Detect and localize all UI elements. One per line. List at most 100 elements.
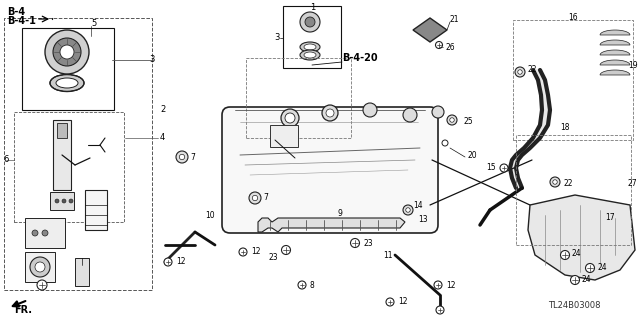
Circle shape bbox=[55, 199, 59, 203]
Polygon shape bbox=[541, 95, 550, 110]
Circle shape bbox=[434, 281, 442, 289]
Ellipse shape bbox=[304, 44, 316, 50]
Text: 3: 3 bbox=[275, 33, 280, 42]
Polygon shape bbox=[540, 110, 550, 125]
Text: 15: 15 bbox=[486, 164, 496, 173]
Text: 8: 8 bbox=[310, 280, 315, 290]
Text: 7: 7 bbox=[263, 194, 268, 203]
Text: 5: 5 bbox=[91, 19, 96, 28]
Text: 1: 1 bbox=[310, 4, 316, 12]
Text: 22: 22 bbox=[528, 65, 538, 75]
Circle shape bbox=[500, 164, 508, 172]
Circle shape bbox=[386, 298, 394, 306]
Bar bbox=[25, 218, 65, 248]
Text: 22: 22 bbox=[563, 179, 573, 188]
Bar bbox=[4, 18, 152, 290]
Bar bbox=[53, 120, 71, 190]
Text: 10: 10 bbox=[205, 211, 214, 219]
Text: 6: 6 bbox=[3, 155, 8, 165]
Circle shape bbox=[37, 280, 47, 290]
Bar bbox=[14, 112, 124, 222]
Text: 12: 12 bbox=[251, 248, 260, 256]
Ellipse shape bbox=[50, 75, 84, 92]
Circle shape bbox=[406, 208, 410, 212]
Circle shape bbox=[282, 246, 291, 255]
Text: 24: 24 bbox=[572, 249, 582, 257]
Bar bbox=[75, 258, 89, 286]
Bar bbox=[50, 192, 74, 210]
Polygon shape bbox=[510, 160, 518, 168]
Circle shape bbox=[252, 195, 258, 201]
Circle shape bbox=[351, 239, 360, 248]
Bar bbox=[283, 6, 341, 68]
Circle shape bbox=[45, 30, 89, 74]
Text: TL24B03008: TL24B03008 bbox=[548, 300, 600, 309]
Polygon shape bbox=[600, 50, 630, 55]
Circle shape bbox=[305, 17, 315, 27]
Text: 12: 12 bbox=[176, 257, 186, 266]
Text: 3: 3 bbox=[150, 56, 155, 64]
Circle shape bbox=[518, 70, 522, 74]
Circle shape bbox=[69, 199, 73, 203]
Text: 26: 26 bbox=[445, 42, 454, 51]
Polygon shape bbox=[512, 178, 522, 188]
Circle shape bbox=[435, 41, 442, 48]
Text: B-4-20: B-4-20 bbox=[342, 53, 378, 63]
Circle shape bbox=[60, 45, 74, 59]
Bar bbox=[85, 190, 107, 230]
Text: 18: 18 bbox=[560, 123, 570, 132]
Text: 19: 19 bbox=[628, 61, 637, 70]
Text: 2: 2 bbox=[160, 106, 165, 115]
Circle shape bbox=[239, 248, 247, 256]
Circle shape bbox=[570, 276, 579, 285]
Text: 13: 13 bbox=[418, 216, 428, 225]
Polygon shape bbox=[600, 70, 630, 75]
Text: FR.: FR. bbox=[14, 305, 32, 315]
Text: 12: 12 bbox=[446, 280, 456, 290]
Text: 24: 24 bbox=[597, 263, 607, 272]
Ellipse shape bbox=[300, 50, 320, 60]
Text: 7: 7 bbox=[190, 152, 195, 161]
Circle shape bbox=[42, 230, 48, 236]
Circle shape bbox=[285, 113, 295, 123]
Text: 23: 23 bbox=[268, 254, 278, 263]
Text: 20: 20 bbox=[467, 151, 477, 160]
FancyBboxPatch shape bbox=[222, 107, 438, 233]
Bar bbox=[246, 58, 351, 138]
Text: 9: 9 bbox=[338, 210, 343, 219]
Circle shape bbox=[586, 263, 595, 272]
Circle shape bbox=[432, 106, 444, 118]
Text: 25: 25 bbox=[463, 117, 472, 127]
Circle shape bbox=[281, 109, 299, 127]
Polygon shape bbox=[258, 218, 405, 232]
Text: 23: 23 bbox=[363, 239, 372, 248]
Text: 24: 24 bbox=[582, 276, 591, 285]
Circle shape bbox=[322, 105, 338, 121]
Circle shape bbox=[363, 103, 377, 117]
Ellipse shape bbox=[300, 42, 320, 52]
Circle shape bbox=[403, 205, 413, 215]
Circle shape bbox=[298, 281, 306, 289]
Bar bbox=[57, 123, 67, 138]
Circle shape bbox=[450, 118, 454, 122]
Polygon shape bbox=[533, 125, 548, 138]
Circle shape bbox=[53, 38, 81, 66]
Text: 12: 12 bbox=[398, 298, 408, 307]
Bar bbox=[25, 252, 55, 282]
Polygon shape bbox=[528, 195, 635, 280]
Text: 16: 16 bbox=[568, 13, 578, 23]
Bar bbox=[513, 20, 633, 140]
Circle shape bbox=[300, 12, 320, 32]
Polygon shape bbox=[600, 40, 630, 45]
Circle shape bbox=[553, 180, 557, 184]
Circle shape bbox=[326, 109, 334, 117]
Circle shape bbox=[176, 151, 188, 163]
Circle shape bbox=[30, 257, 50, 277]
Text: B-4-1: B-4-1 bbox=[7, 16, 36, 26]
Polygon shape bbox=[600, 30, 630, 35]
Circle shape bbox=[164, 258, 172, 266]
Text: 11: 11 bbox=[383, 250, 393, 259]
Polygon shape bbox=[512, 155, 522, 160]
Circle shape bbox=[62, 199, 66, 203]
Polygon shape bbox=[533, 70, 545, 80]
